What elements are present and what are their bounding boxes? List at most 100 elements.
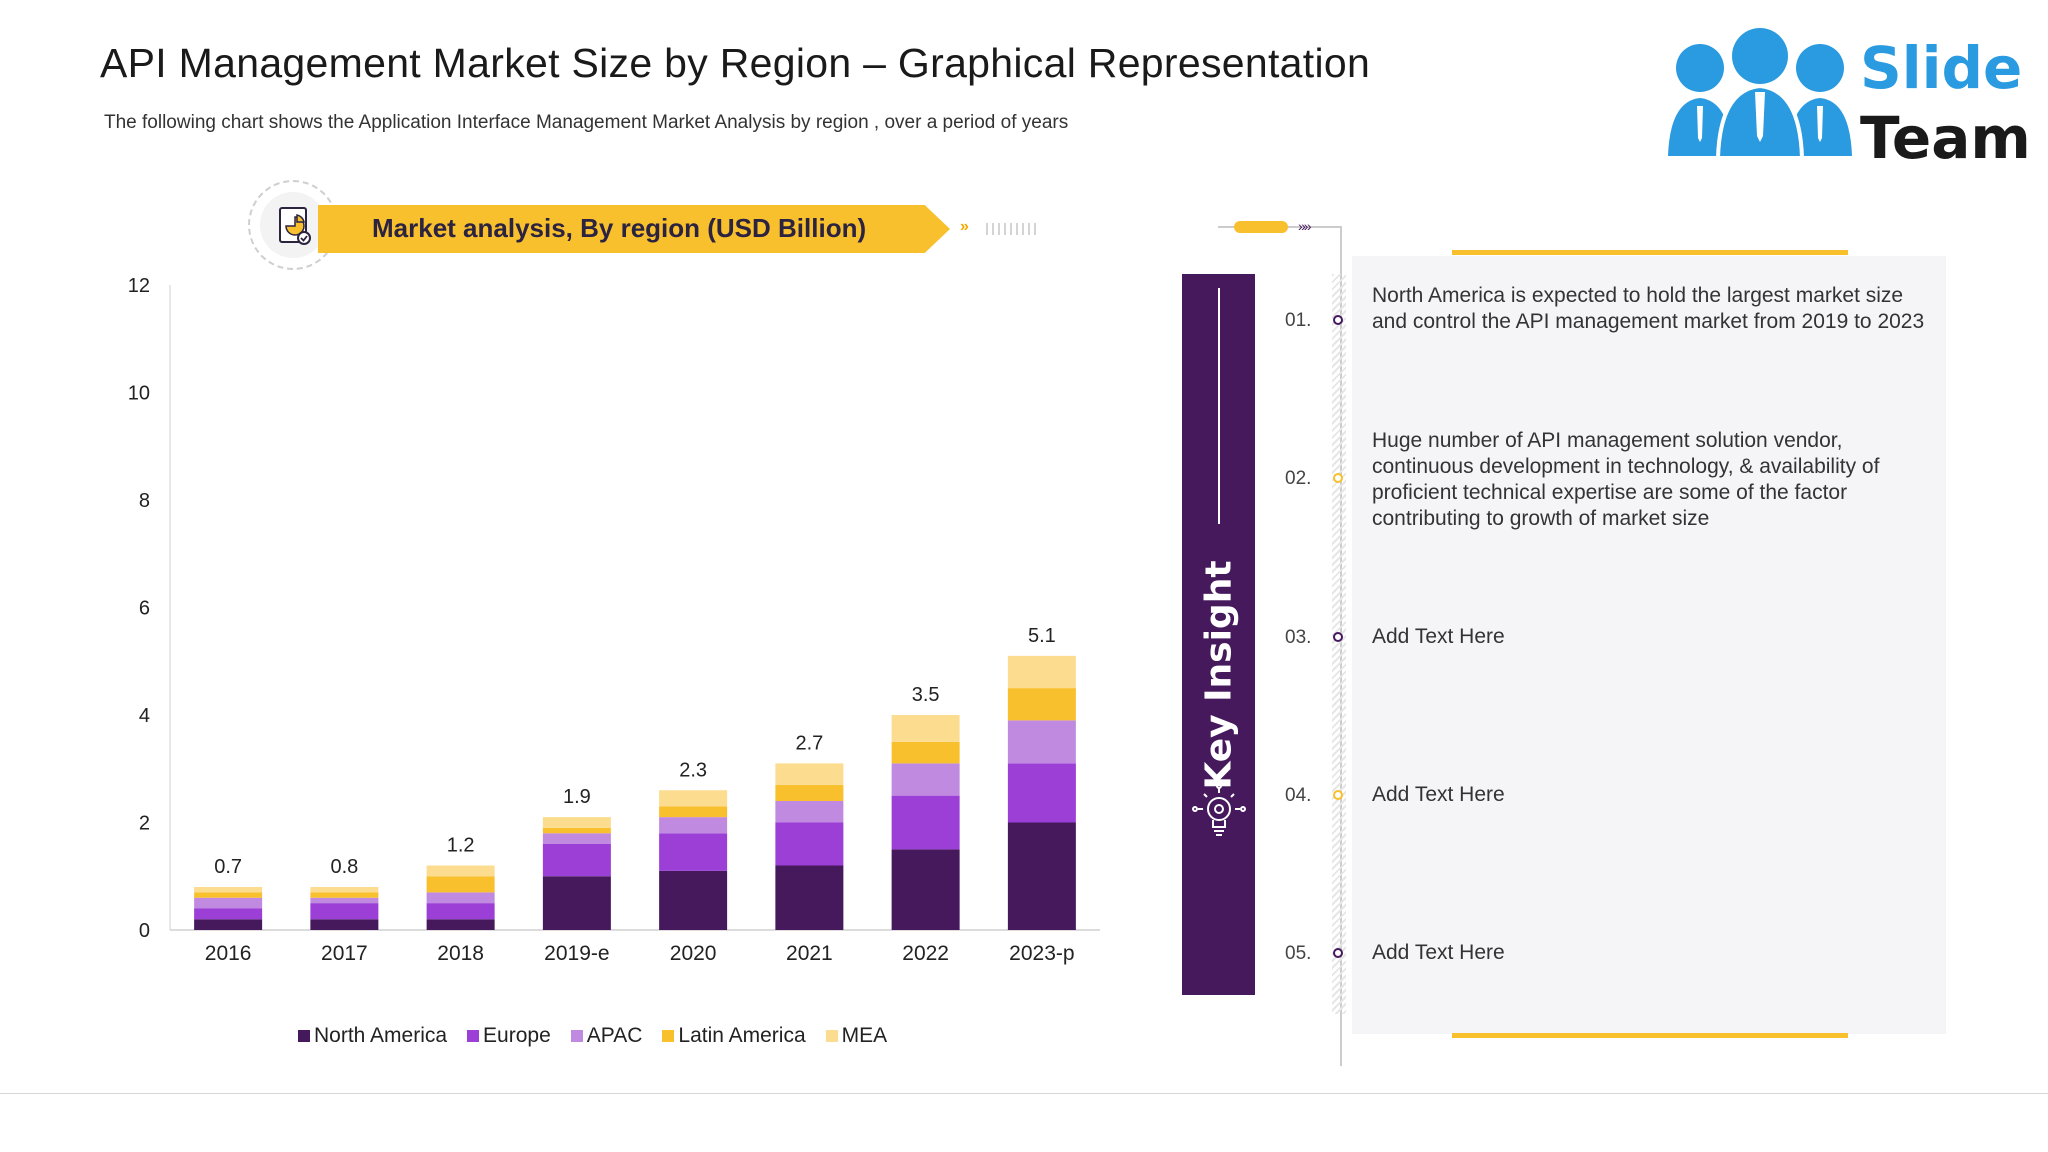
- bar-segment-latin-america: [542, 827, 611, 834]
- bar-segment-mea: [426, 865, 495, 877]
- data-label: 1.9: [563, 786, 591, 808]
- insight-text-1: North America is expected to hold the la…: [1372, 284, 1925, 333]
- legend-label: APAC: [586, 1024, 643, 1047]
- insight-number-5: 05.: [1285, 943, 1312, 964]
- data-label: 0.7: [214, 856, 242, 878]
- bar-segment-north-america: [542, 876, 611, 930]
- bar-segment-europe: [659, 833, 728, 871]
- data-label: 5.1: [1028, 625, 1056, 647]
- data-label: 1.2: [447, 835, 475, 857]
- key-insight-divider: [1218, 288, 1220, 524]
- y-tick-label: 4: [139, 705, 150, 727]
- key-insight-heading: Key Insight: [1198, 560, 1239, 790]
- legend-swatch: [662, 1030, 675, 1042]
- insights-panel: [1352, 256, 1946, 1034]
- accent-pill: [1234, 221, 1288, 233]
- y-tick-label: 12: [128, 275, 150, 297]
- bar-segment-europe: [775, 822, 844, 866]
- bar-segment-europe: [426, 903, 495, 920]
- legend-item: Latin America: [662, 1024, 806, 1048]
- lightbulb-gear-icon: [1192, 783, 1246, 836]
- legend-item: APAC: [570, 1024, 643, 1048]
- bar-segment-apac: [775, 801, 844, 823]
- timeline-dot-5: [1333, 948, 1343, 958]
- bar-segment-latin-america: [1007, 688, 1076, 721]
- bar-segment-mea: [1007, 655, 1076, 689]
- bar-segment-europe: [891, 795, 960, 850]
- y-tick-label: 0: [139, 920, 150, 942]
- chart-header-label: Market analysis, By region (USD Billion): [372, 213, 867, 243]
- bar-segment-latin-america: [310, 892, 379, 898]
- insight-text-2: Huge number of API management solution v…: [1372, 429, 1880, 530]
- insight-text-5: Add Text Here: [1372, 941, 1505, 964]
- legend-label: Latin America: [678, 1024, 806, 1047]
- y-tick-label: 10: [128, 383, 150, 405]
- bar-segment-apac: [891, 763, 960, 796]
- bar-segment-mea: [891, 715, 960, 742]
- bar-segment-north-america: [891, 849, 960, 930]
- bar-segment-latin-america: [775, 784, 844, 801]
- bar-segment-latin-america: [891, 741, 960, 764]
- logo-text-slide: Slide: [1860, 34, 2023, 102]
- bar-segment-north-america: [426, 919, 495, 930]
- x-tick-label: 2019-e: [544, 942, 609, 965]
- panel-accent-bottom: [1452, 1033, 1848, 1038]
- bar-segment-europe: [542, 844, 611, 877]
- legend-swatch: [467, 1030, 480, 1042]
- bar-segment-europe: [310, 903, 379, 920]
- bar-segment-europe: [1007, 763, 1076, 823]
- hatch-decoration: [1332, 274, 1346, 1014]
- bar-segment-north-america: [1007, 822, 1076, 930]
- y-tick-label: 2: [139, 813, 150, 835]
- data-label: 2.3: [679, 759, 707, 781]
- insight-text-3: Add Text Here: [1372, 625, 1505, 648]
- timeline-dot-3: [1333, 632, 1343, 642]
- insight-number-2: 02.: [1285, 468, 1312, 489]
- legend-swatch: [825, 1030, 838, 1042]
- timeline-dot-4: [1333, 790, 1343, 800]
- data-label: 2.7: [795, 732, 823, 754]
- insight-number-3: 03.: [1285, 627, 1312, 648]
- bar-segment-north-america: [775, 865, 844, 930]
- x-tick-label: 2020: [670, 942, 717, 965]
- y-tick-label: 6: [139, 598, 150, 620]
- bar-segment-latin-america: [659, 806, 728, 818]
- x-tick-label: 2016: [205, 942, 252, 965]
- legend-item: Europe: [467, 1024, 551, 1048]
- chart-header-banner: [318, 205, 950, 253]
- bar-segment-north-america: [310, 919, 379, 930]
- banner-tick-decoration: [986, 223, 1036, 235]
- x-tick-label: 2021: [786, 942, 833, 965]
- y-tick-label: 8: [139, 490, 150, 512]
- bar-segment-apac: [1007, 720, 1076, 764]
- page-subtitle: The following chart shows the Applicatio…: [104, 112, 1069, 133]
- bar-segment-apac: [542, 833, 611, 844]
- x-tick-label: 2023-p: [1009, 942, 1074, 965]
- bar-segment-apac: [659, 817, 728, 834]
- footer-divider: [0, 1093, 2048, 1094]
- bar-segment-mea: [194, 887, 263, 893]
- chart-legend: North America Europe APAC Latin America MEA: [298, 1024, 887, 1048]
- logo-text-team: Team: [1860, 104, 2031, 172]
- slideteam-logo: Slide Team: [1660, 26, 2031, 176]
- timeline-dot-2: [1333, 473, 1343, 483]
- data-label: 0.8: [330, 856, 358, 878]
- legend-swatch: [570, 1030, 583, 1042]
- bar-segment-latin-america: [426, 876, 495, 893]
- insight-number-1: 01.: [1285, 310, 1312, 331]
- bar-segment-mea: [310, 887, 379, 893]
- data-label: 3.5: [912, 684, 940, 706]
- legend-item: MEA: [825, 1024, 887, 1048]
- bar-segment-mea: [542, 817, 611, 828]
- bar-segment-north-america: [194, 919, 263, 930]
- x-tick-label: 2017: [321, 942, 368, 965]
- panel-accent-top: [1452, 250, 1848, 255]
- page-title: API Management Market Size by Region – G…: [100, 40, 1371, 86]
- bar-segment-north-america: [659, 870, 728, 930]
- x-tick-label: 2018: [437, 942, 484, 965]
- bar-segment-apac: [310, 897, 379, 904]
- bar-segment-latin-america: [194, 892, 263, 898]
- bar-segment-europe: [194, 908, 263, 920]
- team-people-icon: [1668, 28, 1852, 160]
- timeline-dot-1: [1333, 315, 1343, 325]
